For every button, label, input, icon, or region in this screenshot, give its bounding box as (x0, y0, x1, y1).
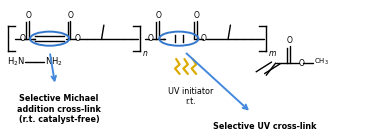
Text: n: n (142, 49, 147, 58)
Text: O: O (74, 34, 80, 43)
Text: $\rm H_2N$: $\rm H_2N$ (8, 55, 25, 68)
Text: Selective UV cross-link: Selective UV cross-link (212, 122, 316, 131)
Text: O: O (156, 11, 162, 20)
Text: Selective Michael
addition cross-link
(r.t. catalyst-free): Selective Michael addition cross-link (r… (17, 94, 101, 124)
Text: UV initiator
r.t.: UV initiator r.t. (168, 87, 214, 106)
Text: O: O (20, 34, 25, 43)
Text: O: O (194, 11, 200, 20)
Text: O: O (67, 11, 73, 20)
Text: O: O (26, 11, 32, 20)
Text: $\rm CH_3$: $\rm CH_3$ (314, 57, 329, 68)
Text: O: O (298, 59, 304, 68)
Text: O: O (148, 34, 153, 43)
Text: m: m (268, 49, 276, 58)
Text: $\rm NH_2$: $\rm NH_2$ (45, 55, 63, 68)
Text: O: O (287, 36, 293, 45)
Text: O: O (201, 34, 207, 43)
